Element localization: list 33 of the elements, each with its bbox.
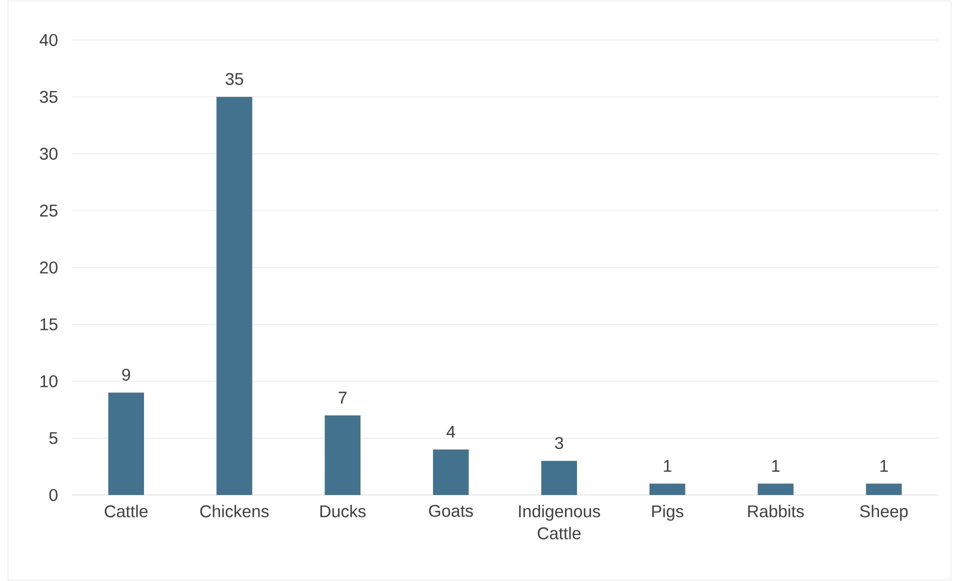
bar xyxy=(108,392,144,495)
y-tick-label: 20 xyxy=(40,261,58,274)
data-label: 35 xyxy=(226,72,244,86)
x-tick-label: Cattle xyxy=(104,504,148,518)
bar xyxy=(324,415,360,495)
data-label: 4 xyxy=(446,426,456,438)
y-tick-label: 15 xyxy=(40,318,58,330)
x-tick-label: Chickens xyxy=(200,504,269,518)
y-tick-label: 40 xyxy=(40,34,58,46)
y-tick-label: 30 xyxy=(40,148,58,160)
data-label: 9 xyxy=(122,368,130,381)
bar xyxy=(433,450,469,495)
bar xyxy=(650,484,686,495)
x-tick-label: Sheep xyxy=(860,504,908,521)
x-tick-label: Ducks xyxy=(320,504,366,518)
x-tick-label: Indigenous Cattle xyxy=(519,504,600,540)
bar xyxy=(541,460,577,495)
y-tick-label: 5 xyxy=(49,432,58,444)
y-tick-label: 10 xyxy=(40,375,58,388)
y-tick-label: 25 xyxy=(40,204,58,217)
bar xyxy=(216,96,252,495)
data-label: 7 xyxy=(338,392,346,404)
data-label: 3 xyxy=(555,436,564,450)
bar xyxy=(866,484,902,495)
bar xyxy=(758,484,794,495)
data-label: 1 xyxy=(664,460,672,472)
data-label: 1 xyxy=(772,460,780,472)
data-label: 1 xyxy=(880,460,888,472)
x-tick-label: Goats xyxy=(429,504,473,517)
x-tick-label: Rabbits xyxy=(748,504,804,518)
x-tick-label: Pigs xyxy=(652,504,684,521)
y-tick-label: 0 xyxy=(49,488,58,502)
y-tick-label: 35 xyxy=(40,90,58,103)
